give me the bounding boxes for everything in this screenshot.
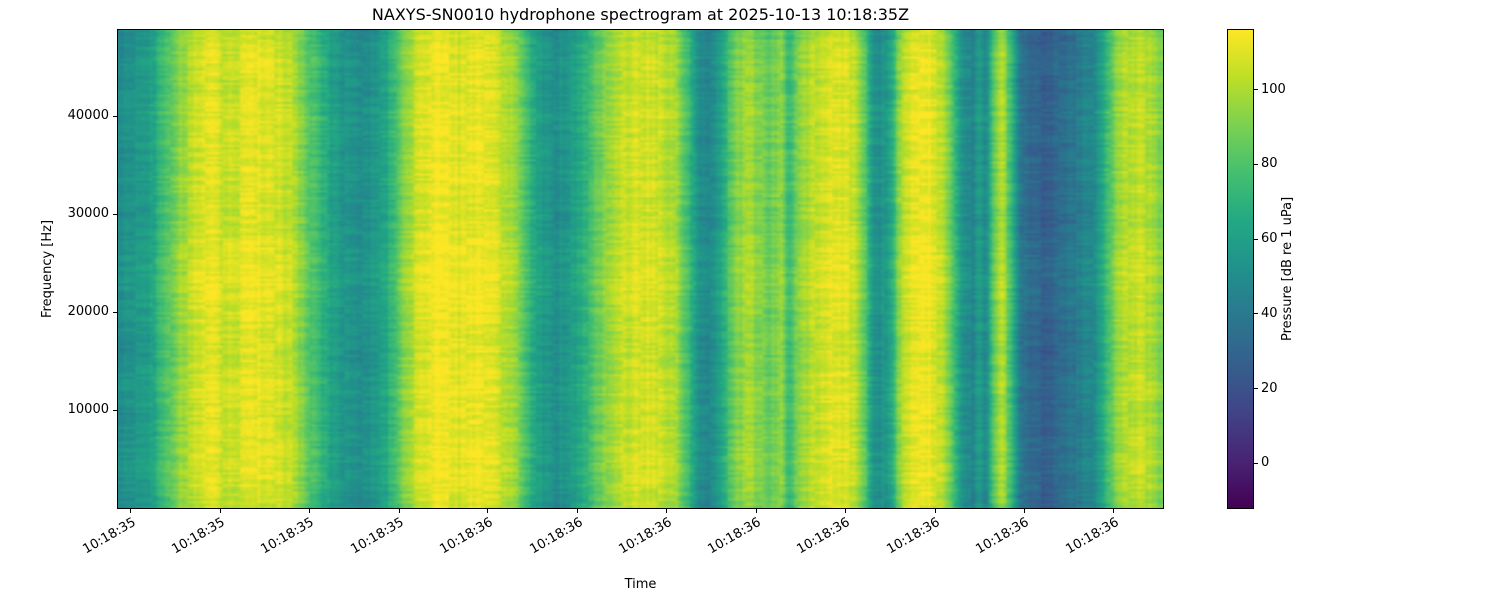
x-tick-label: 10:18:35 — [258, 515, 317, 558]
colorbar-label: Pressure [dB re 1 uPa] — [1280, 196, 1295, 342]
y-tick-label: 10000 — [67, 402, 109, 418]
x-tick-label: 10:18:36 — [705, 515, 764, 558]
x-axis-label: Time — [624, 577, 657, 592]
colorbar-tick-label: 40 — [1261, 305, 1278, 321]
plot-area — [117, 29, 1164, 509]
y-tick-mark — [113, 409, 118, 411]
x-tick-mark — [1113, 508, 1115, 513]
x-tick-label: 10:18:36 — [794, 515, 853, 558]
y-tick-label: 30000 — [67, 206, 109, 222]
x-tick-mark — [666, 508, 668, 513]
y-tick-mark — [113, 115, 118, 117]
x-tick-mark — [219, 508, 221, 513]
colorbar-tick-label: 80 — [1261, 156, 1278, 172]
x-tick-mark — [308, 508, 310, 513]
colorbar-tick-mark — [1253, 163, 1258, 165]
x-tick-mark — [844, 508, 846, 513]
y-tick-label: 20000 — [67, 304, 109, 320]
x-tick-mark — [130, 508, 132, 513]
y-tick-label: 40000 — [67, 108, 109, 124]
colorbar-tick-mark — [1253, 388, 1258, 389]
x-tick-mark — [934, 508, 936, 513]
x-tick-label: 10:18:36 — [973, 515, 1032, 558]
x-tick-label: 10:18:35 — [169, 515, 228, 558]
colorbar-tick-label: 0 — [1261, 455, 1270, 471]
x-tick-label: 10:18:36 — [1063, 515, 1122, 558]
y-axis-label: Frequency [Hz] — [40, 219, 55, 319]
x-tick-label: 10:18:36 — [884, 515, 943, 558]
x-tick-mark — [577, 508, 579, 513]
x-tick-mark — [487, 508, 489, 513]
x-tick-mark — [1023, 508, 1025, 513]
y-tick-mark — [113, 213, 118, 215]
x-tick-label: 10:18:36 — [527, 515, 586, 558]
x-tick-label: 10:18:35 — [348, 515, 407, 558]
x-tick-mark — [755, 508, 757, 513]
colorbar-tick-mark — [1253, 462, 1258, 464]
chart-title: NAXYS-SN0010 hydrophone spectrogram at 2… — [371, 5, 910, 24]
x-tick-label: 10:18:36 — [616, 515, 675, 558]
colorbar-tick-label: 20 — [1261, 380, 1278, 396]
colorbar-tick-mark — [1253, 89, 1258, 91]
colorbar-tick-label: 60 — [1261, 231, 1278, 247]
colorbar-tick-label: 100 — [1261, 81, 1286, 97]
y-tick-mark — [113, 311, 118, 313]
spectrogram-heatmap — [118, 30, 1163, 508]
x-tick-label: 10:18:36 — [437, 515, 496, 558]
colorbar-tick-mark — [1253, 238, 1258, 240]
colorbar-tick-mark — [1253, 313, 1258, 315]
colorbar — [1227, 29, 1254, 509]
x-tick-label: 10:18:35 — [79, 515, 139, 558]
x-tick-mark — [398, 508, 400, 513]
